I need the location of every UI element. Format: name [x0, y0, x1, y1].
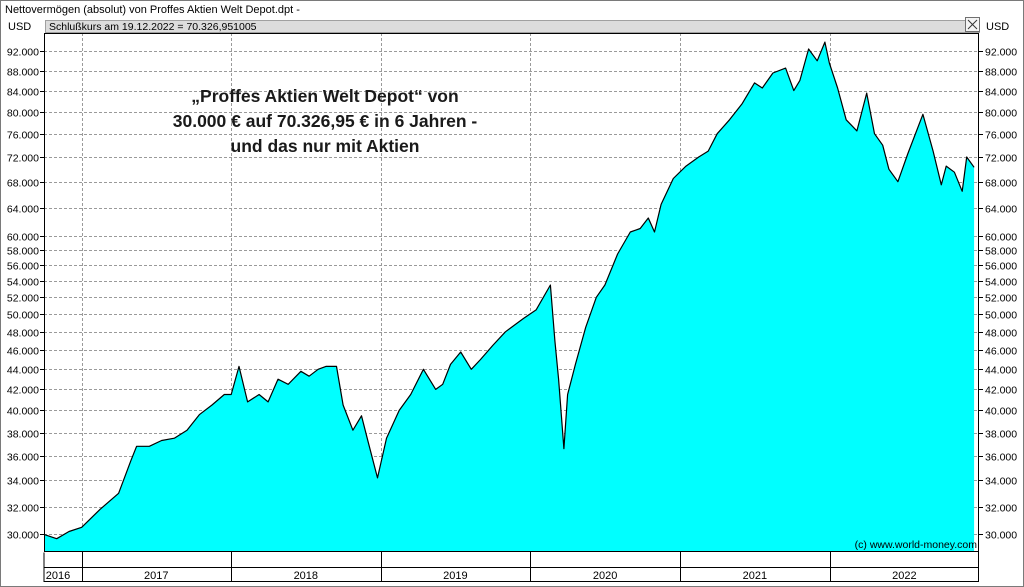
year-label: 2016 [46, 570, 70, 582]
closing-price-text: Schlußkurs am 19.12.2022 = 70.326,951005 [49, 21, 257, 33]
series-line [43, 41, 975, 540]
y-tick-label-right: 76.000 [985, 130, 1017, 142]
copyright-text: (c) www.world-money.com [855, 539, 978, 551]
y-tick-label-left: 54.000 [7, 277, 39, 289]
y-tick-label-left: 52.000 [7, 293, 39, 305]
y-tick-label-left: 38.000 [7, 429, 39, 441]
info-bar: Schlußkurs am 19.12.2022 = 70.326,951005 [45, 20, 980, 33]
y-tick-label-left: 72.000 [7, 153, 39, 165]
window-title: Nettovermögen (absolut) von Proffes Akti… [5, 4, 300, 16]
y-tick-label-left: 32.000 [7, 503, 39, 515]
chart-annotation: „Proffes Aktien Welt Depot“ von 30.000 €… [120, 84, 530, 159]
y-tick-label-left: 58.000 [7, 246, 39, 258]
y-tick-label-left: 60.000 [7, 232, 39, 244]
y-tick-label-right: 42.000 [985, 385, 1017, 397]
y-tick-label-left: 34.000 [7, 476, 39, 488]
y-tick-label-right: 30.000 [985, 530, 1017, 542]
y-tick-label-right: 64.000 [985, 204, 1017, 216]
y-tick-label-right: 36.000 [985, 452, 1017, 464]
plot-border [44, 33, 979, 552]
year-label: 2022 [892, 570, 916, 582]
y-tick-label-right: 40.000 [985, 406, 1017, 418]
series-area [44, 42, 975, 552]
year-label: 2017 [144, 570, 168, 582]
close-button[interactable] [965, 17, 980, 32]
y-axis-unit-right: USD [986, 21, 1009, 33]
y-tick-label-right: 60.000 [985, 232, 1017, 244]
y-tick-label-left: 64.000 [7, 204, 39, 216]
annotation-line: und das nur mit Aktien [230, 136, 420, 156]
y-tick-label-left: 40.000 [7, 406, 39, 418]
y-tick-label-right: 68.000 [985, 178, 1017, 190]
year-label: 2020 [593, 570, 617, 582]
y-tick-label-right: 38.000 [985, 429, 1017, 441]
y-tick-label-right: 54.000 [985, 277, 1017, 289]
annotation-line: 30.000 € auf 70.326,95 € in 6 Jahren - [172, 111, 478, 131]
year-label: 2018 [294, 570, 318, 582]
y-tick-label-right: 34.000 [985, 476, 1017, 488]
close-x-icon [967, 19, 978, 30]
year-label: 2019 [443, 570, 467, 582]
y-tick-label-right: 80.000 [985, 108, 1017, 120]
y-tick-label-left: 44.000 [7, 365, 39, 377]
y-tick-label-left: 92.000 [7, 47, 39, 59]
y-tick-label-left: 56.000 [7, 261, 39, 273]
y-axis-unit-left: USD [8, 21, 31, 33]
y-tick-label-left: 68.000 [7, 178, 39, 190]
y-tick-label-right: 72.000 [985, 153, 1017, 165]
y-tick-label-left: 48.000 [7, 328, 39, 340]
y-tick-label-right: 48.000 [985, 328, 1017, 340]
year-label: 2021 [743, 570, 767, 582]
annotation-line: „Proffes Aktien Welt Depot“ von [191, 86, 459, 106]
y-tick-label-right: 46.000 [985, 346, 1017, 358]
y-tick-label-left: 30.000 [7, 530, 39, 542]
y-tick-label-right: 58.000 [985, 246, 1017, 258]
y-tick-label-left: 76.000 [7, 130, 39, 142]
y-tick-label-right: 56.000 [985, 261, 1017, 273]
y-tick-label-right: 88.000 [985, 67, 1017, 79]
y-tick-label-left: 36.000 [7, 452, 39, 464]
y-tick-label-left: 84.000 [7, 87, 39, 99]
y-tick-label-right: 92.000 [985, 47, 1017, 59]
y-tick-label-right: 52.000 [985, 293, 1017, 305]
y-tick-label-left: 88.000 [7, 67, 39, 79]
y-tick-label-right: 84.000 [985, 87, 1017, 99]
y-tick-label-left: 80.000 [7, 108, 39, 120]
y-tick-label-left: 42.000 [7, 385, 39, 397]
y-tick-label-right: 50.000 [985, 310, 1017, 322]
y-tick-label-right: 44.000 [985, 365, 1017, 377]
y-tick-label-left: 46.000 [7, 346, 39, 358]
y-tick-label-left: 50.000 [7, 310, 39, 322]
y-tick-label-right: 32.000 [985, 503, 1017, 515]
